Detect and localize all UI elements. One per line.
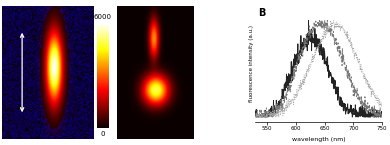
Text: B: B xyxy=(258,8,265,18)
Text: 0: 0 xyxy=(100,131,105,137)
Text: A: A xyxy=(4,4,11,14)
Text: 6000: 6000 xyxy=(94,14,112,20)
X-axis label: wavelength (nm): wavelength (nm) xyxy=(292,137,346,142)
Y-axis label: fluorescence intensity (a.u.): fluorescence intensity (a.u.) xyxy=(249,25,254,102)
